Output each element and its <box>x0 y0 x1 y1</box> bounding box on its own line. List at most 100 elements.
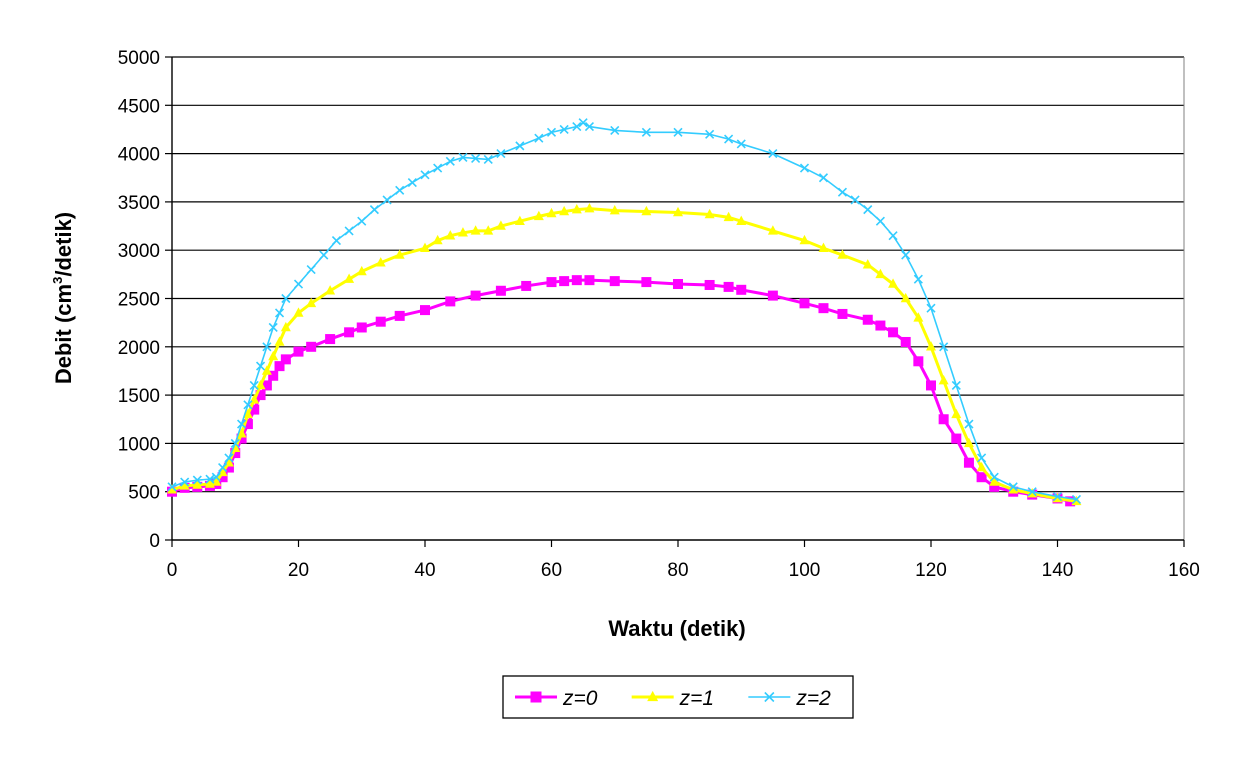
data-point-z=1-11 <box>255 379 266 390</box>
data-point-z=2-20 <box>344 226 354 236</box>
data-point-z=1-27 <box>470 225 481 235</box>
data-point-z=2-22 <box>369 205 379 215</box>
data-point-z=0-23 <box>420 305 430 316</box>
data-point-z=2-36-stroke-b <box>559 124 569 135</box>
data-point-z=2-64-stroke-b <box>1052 491 1063 502</box>
y-axis-title: Debit (cm3/detik) <box>50 212 76 384</box>
data-point-z=0-18 <box>325 334 336 345</box>
data-point-z=0-27 <box>521 280 532 291</box>
data-point-z=2-63 <box>1027 487 1037 497</box>
x-tick-label-20: 20 <box>288 560 309 581</box>
data-point-z=2-25 <box>407 178 417 188</box>
data-point-z=2-3 <box>205 474 215 484</box>
data-point-z=0-10 <box>249 404 260 415</box>
y-axis-title-main: Debit (cm <box>51 284 76 384</box>
data-point-z=2-58-stroke-b <box>951 380 961 391</box>
data-point-z=0-48 <box>938 414 949 425</box>
data-point-z=2-32-stroke-b <box>496 149 506 159</box>
series-line-z=0 <box>171 278 1071 503</box>
data-point-z=0-22 <box>394 310 405 321</box>
y-tick-label-3000: 3000 <box>118 241 160 262</box>
data-point-z=2-9 <box>243 400 253 410</box>
data-point-z=2-17 <box>306 264 316 275</box>
data-point-z=2-62 <box>1008 482 1018 492</box>
data-point-z=1-48 <box>888 278 899 288</box>
data-point-z=1-13 <box>268 350 279 361</box>
data-point-z=2-12 <box>262 342 272 352</box>
data-point-z=1-9 <box>242 408 253 419</box>
data-point-z=0-16 <box>293 346 304 357</box>
data-point-z=2-5-stroke-b <box>218 462 228 473</box>
data-point-z=1-52 <box>938 374 949 385</box>
data-point-z=1-25 <box>445 230 456 240</box>
data-point-z=2-40-stroke-b <box>610 125 620 135</box>
data-point-z=2-47-stroke-b <box>799 163 810 173</box>
data-point-z=2-53-stroke-b <box>888 231 898 241</box>
data-point-z=2-14 <box>274 308 285 318</box>
data-point-z=1-31 <box>533 210 544 221</box>
data-point-z=2-1 <box>180 477 190 487</box>
data-point-z=2-42-stroke-b <box>673 127 683 137</box>
data-point-z=2-59-stroke-b <box>964 419 974 429</box>
y-tick-label-1000: 1000 <box>118 434 160 455</box>
data-point-z=1-20 <box>356 265 367 276</box>
data-point-z=0-50 <box>963 457 974 468</box>
data-point-z=2-50 <box>850 195 860 205</box>
data-point-z=1-32 <box>546 207 557 218</box>
data-point-z=1-8 <box>236 428 247 438</box>
axes <box>165 56 1185 547</box>
data-point-z=1-0 <box>167 484 177 494</box>
data-point-z=2-21 <box>357 216 367 226</box>
data-point-z=1-26 <box>457 227 468 237</box>
data-point-z=0-20 <box>356 322 367 333</box>
data-point-z=2-4-stroke-b <box>211 472 221 482</box>
data-point-z=0-38 <box>767 290 778 301</box>
data-point-z=2-43-stroke-b <box>705 129 715 139</box>
data-point-z=2-46 <box>768 149 778 159</box>
data-point-z=0-35 <box>704 279 715 290</box>
data-point-z=2-0 <box>167 482 177 492</box>
data-point-z=2-36 <box>559 124 569 135</box>
data-point-z=0-28 <box>546 277 557 288</box>
data-point-z=2-33-stroke-b <box>515 141 525 151</box>
data-point-z=0-25 <box>470 290 481 301</box>
data-point-z=0-6 <box>223 462 234 473</box>
data-point-z=1-45 <box>837 249 848 259</box>
data-point-z=2-37-stroke-b <box>572 121 582 132</box>
data-point-z=2-61-stroke-b <box>989 472 999 482</box>
data-point-z=0-49 <box>951 433 962 444</box>
legend-marker-z=2 <box>764 691 775 703</box>
data-point-z=0-13 <box>268 370 279 381</box>
data-point-z=0-31 <box>584 275 595 286</box>
data-point-z=2-38-stroke-b <box>578 118 588 128</box>
data-point-z=2-51 <box>863 205 873 215</box>
x-tick-label-0: 0 <box>167 560 178 581</box>
data-point-z=2-64 <box>1052 491 1063 502</box>
data-point-z=2-6 <box>224 453 234 463</box>
data-point-z=0-32 <box>609 276 620 287</box>
x-tick-label-40: 40 <box>414 560 435 581</box>
data-point-z=1-37 <box>641 205 652 216</box>
data-point-z=1-41 <box>736 215 747 225</box>
data-point-z=2-15-stroke-b <box>281 293 291 304</box>
data-point-z=0-40 <box>818 303 829 314</box>
data-point-z=1-36 <box>609 204 620 215</box>
data-point-z=2-7-stroke-b <box>230 438 240 448</box>
data-point-z=1-33 <box>559 205 570 216</box>
data-point-z=2-54-stroke-b <box>901 250 911 260</box>
data-point-z=1-16 <box>293 307 304 317</box>
data-point-z=1-22 <box>394 249 405 259</box>
data-point-z=2-44-stroke-b <box>724 134 734 144</box>
data-point-z=1-17 <box>306 297 317 308</box>
data-point-z=2-29 <box>458 152 468 163</box>
data-point-z=2-3-stroke-b <box>205 474 215 484</box>
y-tick-label-3500: 3500 <box>118 193 160 214</box>
data-point-z=2-59 <box>964 419 974 429</box>
y-tick-label-2000: 2000 <box>118 338 160 359</box>
data-point-z=2-13-stroke-b <box>268 322 278 333</box>
data-point-z=2-19 <box>331 235 342 246</box>
data-point-z=1-53 <box>951 408 962 419</box>
data-point-z=2-1-stroke-b <box>180 477 190 487</box>
data-point-z=2-39-stroke-b <box>584 121 595 132</box>
